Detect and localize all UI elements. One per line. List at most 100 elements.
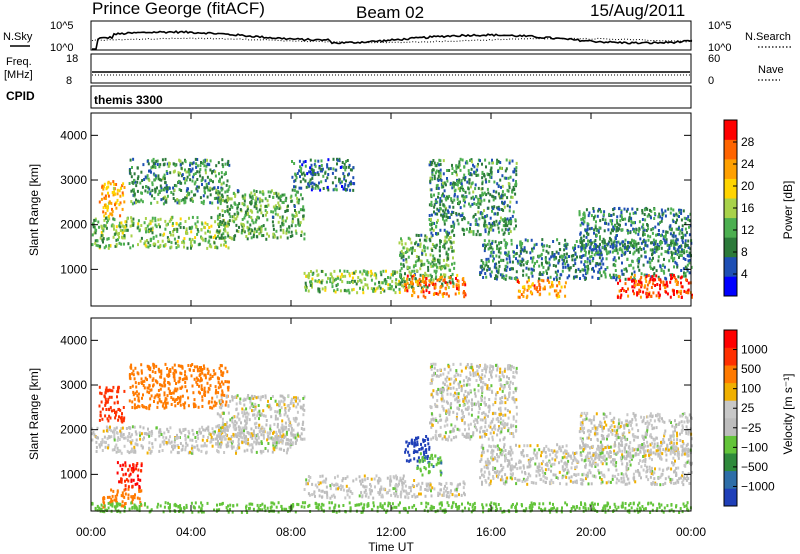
echo-cell [642,226,645,230]
echo-cell [531,282,534,286]
echo-cell [488,161,491,165]
echo-cell [345,165,348,169]
echo-cell [227,388,230,392]
echo-cell [484,272,487,275]
echo-cell [603,210,606,214]
echo-cell [541,263,543,267]
echo-cell [644,241,647,245]
echo-cell [118,232,120,235]
echo-cell [156,186,158,190]
echo-cell [344,274,347,278]
echo-cell [190,190,193,194]
echo-cell [555,293,558,297]
echo-cell [213,400,216,404]
echo-cell [526,260,529,263]
colorbar-tick-label: 4 [741,267,748,281]
echo-cell [503,219,506,223]
echo-cell [255,421,258,425]
echo-cell [172,372,175,375]
echo-cell [196,365,199,369]
echo-cell [455,164,458,168]
y-tick-label: 3000 [60,173,87,187]
echo-cell [140,224,143,227]
echo-cell [582,238,585,242]
echo-cell [218,191,221,195]
echo-cell [585,208,588,212]
echo-cell [168,390,171,394]
echo-cell [291,219,294,223]
echo-cell [553,257,556,261]
freq-tick-bottom: 8 [66,75,72,87]
echo-cell [215,188,218,192]
echo-cell [399,273,402,276]
echo-cell [635,245,638,249]
echo-cell [672,289,675,293]
echo-cell [156,393,159,397]
echo-cell [634,278,636,282]
echo-cell [264,204,267,208]
echo-cell [115,231,118,235]
echo-cell [256,215,259,219]
echo-cell [624,277,627,281]
echo-cell [138,431,141,435]
echo-cell [164,219,167,223]
echo-cell [183,241,186,245]
echo-cell [185,231,188,235]
echo-cell [104,441,107,445]
echo-cell [615,228,618,232]
echo-cell [615,273,618,277]
echo-cell [339,289,342,293]
echo-cell [485,261,488,265]
echo-cell [165,401,167,405]
echo-cell [598,245,601,249]
echo-cell [657,229,660,232]
echo-cell [589,261,592,265]
echo-cell [512,178,515,182]
echo-cell [140,432,143,436]
echo-cell [247,232,250,236]
echo-cell [207,181,210,185]
echo-cell [591,251,594,255]
echo-cell [488,246,491,250]
echo-cell [185,375,188,379]
echo-cell [497,170,500,173]
echo-cell [227,208,230,212]
power-colorbar-label: Power [dB] [781,181,795,240]
echo-cell [229,207,231,211]
echo-cell [593,245,596,249]
echo-cell [175,246,178,250]
echo-cell [260,225,263,228]
echo-cell [221,158,224,162]
echo-cell [175,184,178,188]
echo-cell [438,245,441,249]
echo-cell [526,280,529,284]
echo-cell [276,417,279,421]
echo-cell [434,285,437,289]
echo-cell [107,388,110,392]
echo-cell [591,275,594,279]
echo-cell [484,220,487,224]
echo-cell [573,275,575,279]
echo-cell [661,241,663,245]
echo-cell [533,284,536,288]
echo-cell [145,406,148,410]
echo-cell [186,187,189,191]
echo-cell [651,231,654,235]
echo-cell [121,426,124,430]
echo-cell [443,246,446,250]
echo-cell [281,217,284,221]
echo-cell [190,230,193,234]
echo-cell [105,408,108,411]
echo-cell [191,225,194,229]
echo-cell [209,376,212,380]
echo-cell [126,449,129,453]
echo-cell [447,247,450,251]
cpid-label: CPID [6,89,35,103]
echo-cell [166,172,169,175]
echo-cell [311,176,314,180]
echo-cell [334,176,337,180]
echo-cell [237,442,240,446]
echo-cell [548,261,551,265]
echo-cell [398,279,401,283]
echo-cell [121,494,124,498]
